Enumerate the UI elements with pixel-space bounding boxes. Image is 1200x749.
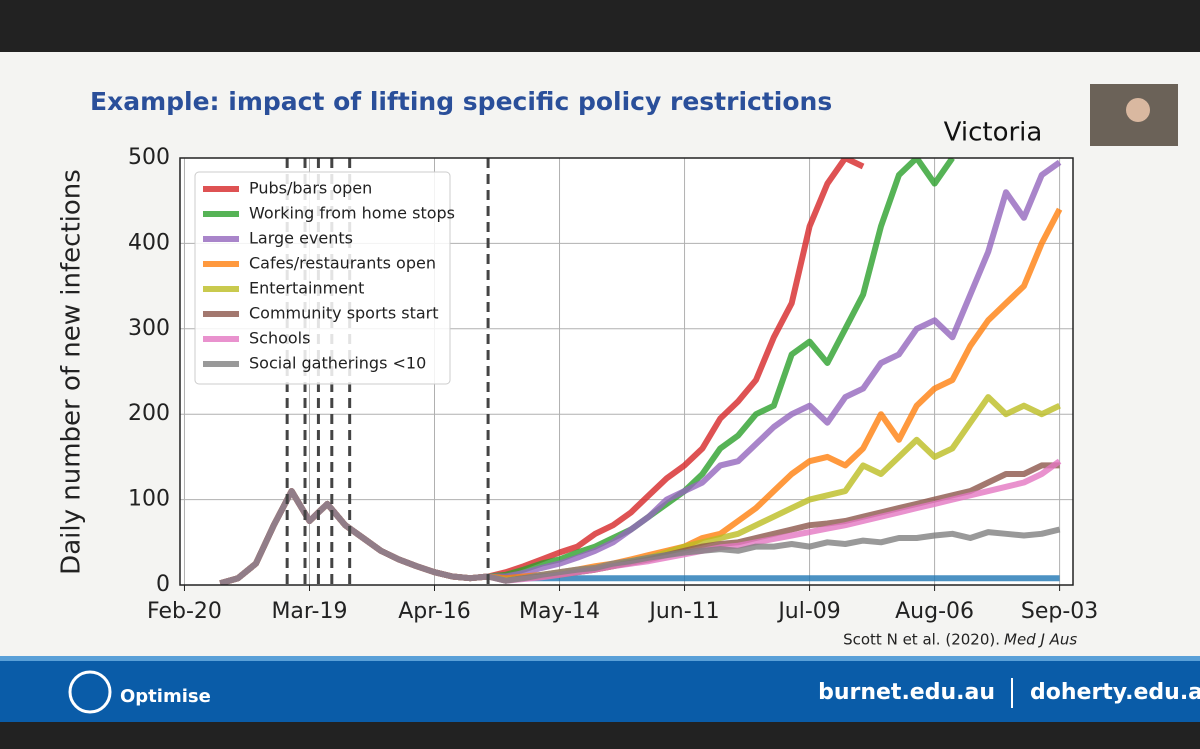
y-tick-label: 200: [128, 401, 170, 426]
x-tick-label: Aug-06: [895, 599, 974, 624]
series-line: [219, 488, 1061, 585]
footer-link[interactable]: burnet.edu.au: [818, 680, 995, 705]
y-axis-label: Daily number of new infections: [57, 169, 87, 575]
y-tick-label: 300: [128, 316, 170, 341]
x-tick-label: Sep-03: [1021, 599, 1098, 624]
legend-label: Entertainment: [249, 279, 364, 298]
y-tick-label: 100: [128, 487, 170, 512]
logo-text: Optimise: [120, 686, 211, 707]
x-tick-label: Feb-20: [147, 599, 222, 624]
x-tick-label: Jun-11: [647, 599, 719, 624]
slide-title: Example: impact of lifting specific poli…: [90, 87, 832, 116]
footer-band: [0, 660, 1200, 722]
chart-title: Victoria: [944, 118, 1043, 148]
legend-label: Social gatherings <10: [249, 354, 426, 373]
y-tick-label: 400: [128, 230, 170, 255]
webcam-face: [1126, 98, 1150, 122]
footer-stripe: [0, 656, 1200, 661]
axes-frame: [179, 157, 1074, 586]
footer-link[interactable]: doherty.edu.au: [1030, 680, 1200, 705]
legend-label: Schools: [249, 329, 310, 348]
x-tick-label: May-14: [519, 599, 600, 624]
legend-label: Working from home stops: [249, 204, 455, 223]
legend-label: Large events: [249, 229, 353, 248]
citation-journal: Med J Aus: [1004, 631, 1077, 649]
legend-label: Community sports start: [249, 304, 439, 323]
x-tick-label: Mar-19: [271, 599, 347, 624]
citation: Scott N et al. (2020).: [843, 631, 1000, 649]
legend-label: Cafes/restaurants open: [249, 254, 436, 273]
legend-box: [194, 171, 451, 385]
logo-icon: [68, 670, 112, 714]
x-tick-label: Apr-16: [398, 599, 471, 624]
x-tick-label: Jul-09: [776, 599, 840, 624]
y-tick-label: 500: [128, 145, 170, 170]
legend-label: Pubs/bars open: [249, 179, 372, 198]
y-tick-label: 0: [156, 572, 170, 597]
